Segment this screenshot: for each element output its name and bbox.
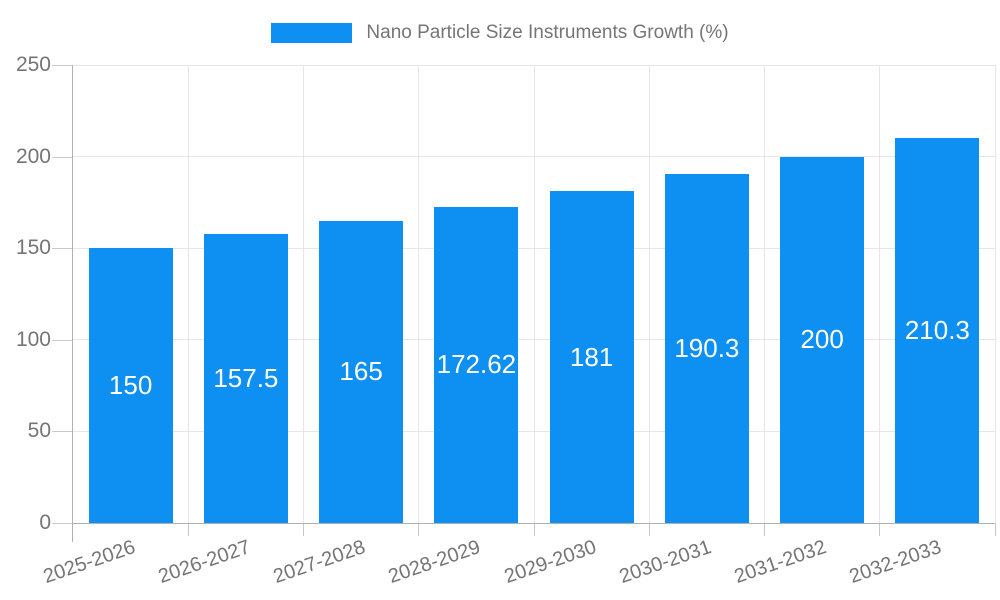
- x-axis-tick: [418, 523, 420, 536]
- gridline-vertical: [418, 65, 420, 523]
- y-axis-tick: [52, 339, 73, 341]
- x-axis-tick: [533, 523, 535, 536]
- y-axis-label: 0: [39, 511, 51, 534]
- bar[interactable]: 172.62: [434, 206, 519, 523]
- gridline-vertical: [187, 65, 189, 523]
- y-axis-tick: [52, 248, 73, 250]
- bar-value-label: 157.5: [213, 363, 279, 394]
- y-axis-label: 200: [15, 144, 51, 168]
- gridline-vertical: [764, 65, 765, 523]
- bar-value-label: 181: [569, 341, 614, 372]
- bar-value-label: 200: [800, 324, 844, 355]
- y-axis-line: [72, 65, 73, 542]
- bar[interactable]: 157.5: [203, 234, 288, 523]
- x-axis-tick: [764, 523, 765, 536]
- bar[interactable]: 181: [549, 191, 634, 523]
- y-axis-tick: [52, 156, 73, 158]
- y-axis-label: 250: [15, 53, 51, 76]
- x-axis-tick: [994, 523, 996, 536]
- bar[interactable]: 150: [88, 248, 173, 523]
- bar-value-label: 165: [339, 356, 383, 387]
- legend-label: Nano Particle Size Instruments Growth (%…: [366, 22, 729, 43]
- chart-legend[interactable]: Nano Particle Size Instruments Growth (%…: [0, 21, 1000, 45]
- y-axis-label: 50: [27, 419, 51, 443]
- bar-value-label: 210.3: [904, 314, 970, 345]
- x-axis-tick: [303, 523, 304, 536]
- x-axis-tick: [187, 523, 189, 536]
- gridline-vertical: [533, 65, 535, 523]
- bar-value-label: 172.62: [436, 349, 517, 380]
- bar-value-label: 190.3: [674, 333, 740, 364]
- bar[interactable]: 200: [780, 156, 865, 523]
- gridline-vertical: [303, 65, 304, 523]
- gridline-vertical: [879, 65, 881, 523]
- y-axis-label: 100: [15, 327, 51, 351]
- bar-value-label: 150: [108, 370, 153, 401]
- bar[interactable]: 165: [319, 220, 404, 523]
- gridline-vertical: [994, 65, 996, 523]
- gridline-vertical: [648, 65, 650, 523]
- y-axis-label: 150: [15, 236, 51, 260]
- x-axis-tick: [648, 523, 650, 536]
- y-axis-tick: [52, 65, 73, 66]
- y-axis-tick: [52, 523, 73, 524]
- legend-swatch: [271, 23, 353, 43]
- x-axis-line: [73, 523, 995, 524]
- x-axis-tick: [879, 523, 881, 536]
- bar[interactable]: 210.3: [895, 137, 980, 523]
- y-axis-tick: [52, 431, 73, 433]
- bar[interactable]: 190.3: [664, 174, 749, 523]
